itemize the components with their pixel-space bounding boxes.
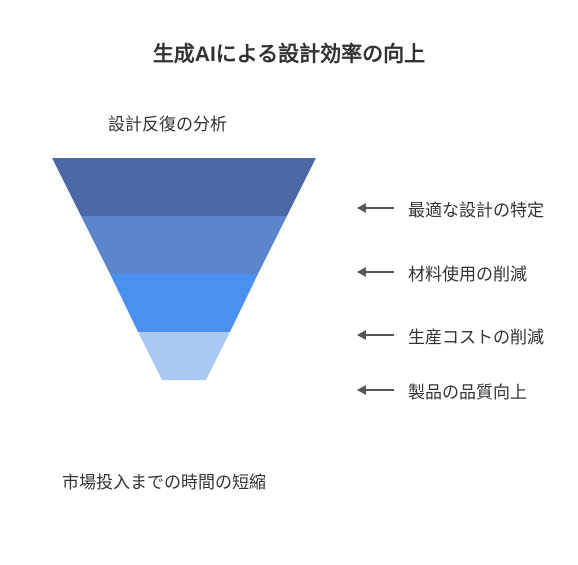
diagram-container: 生成AIによる設計効率の向上 設計反復の分析 最適な設計の特定材料使用の削減生産… bbox=[0, 0, 578, 565]
funnel-top-label: 設計反復の分析 bbox=[108, 110, 227, 135]
arrow-left-icon bbox=[358, 334, 394, 336]
funnel-slice bbox=[110, 274, 258, 332]
arrow-left-icon bbox=[358, 271, 394, 273]
funnel-slice bbox=[81, 216, 287, 274]
funnel-side-labels: 最適な設計の特定材料使用の削減生産コストの削減製品の品質向上 bbox=[358, 158, 544, 414]
arrow-left-icon bbox=[358, 389, 394, 391]
funnel-side-row: 生産コストの削減 bbox=[358, 304, 544, 366]
funnel-side-row: 材料使用の削減 bbox=[358, 240, 544, 304]
funnel-side-label: 製品の品質向上 bbox=[408, 378, 527, 403]
funnel-slice bbox=[138, 332, 230, 380]
funnel-bottom-label: 市場投入までの時間の短縮 bbox=[62, 468, 266, 493]
funnel-side-row: 製品の品質向上 bbox=[358, 366, 544, 414]
funnel-side-label: 最適な設計の特定 bbox=[408, 196, 544, 221]
funnel-side-row: 最適な設計の特定 bbox=[358, 158, 544, 240]
funnel-slice bbox=[52, 158, 316, 216]
funnel-chart bbox=[52, 158, 316, 426]
diagram-title: 生成AIによる設計効率の向上 bbox=[0, 38, 578, 68]
funnel-side-label: 生産コストの削減 bbox=[408, 323, 544, 348]
arrow-left-icon bbox=[358, 207, 394, 209]
funnel-slice bbox=[162, 380, 206, 426]
funnel-side-label: 材料使用の削減 bbox=[408, 260, 527, 285]
